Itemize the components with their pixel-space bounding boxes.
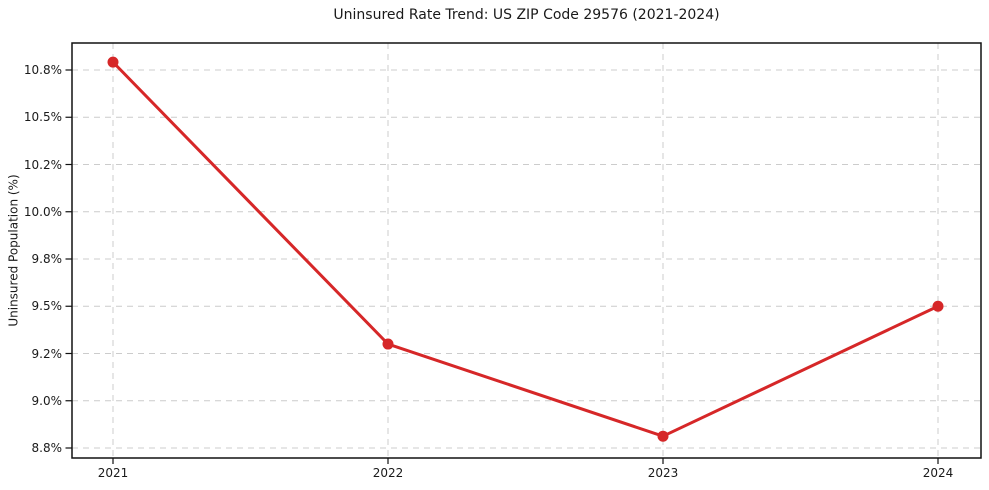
y-tick-label: 8.8% <box>31 441 63 455</box>
x-tick-label: 2021 <box>97 466 129 480</box>
chart-title: Uninsured Rate Trend: US ZIP Code 29576 … <box>333 7 720 23</box>
y-tick-label: 10.8% <box>23 63 62 77</box>
plot-border <box>71 42 982 459</box>
data-point-2024 <box>932 300 944 312</box>
data-point-2023 <box>657 430 669 442</box>
y-tick-label: 10.2% <box>23 157 62 172</box>
x-tick-label: 2022 <box>372 466 404 480</box>
y-tick-label: 9.2% <box>31 346 63 361</box>
trend-line <box>111 60 940 438</box>
plot-area <box>65 42 982 464</box>
y-tick-label: 10.0% <box>23 204 62 219</box>
y-tick-label: 9.8% <box>31 252 63 266</box>
data-point-2021 <box>107 56 119 68</box>
x-tick-label: 2024 <box>922 466 954 480</box>
y-tick-label: 9.0% <box>31 393 63 408</box>
line-chart-canvas <box>65 42 982 464</box>
x-axis-tick-labels: 2021 2022 2023 2024 <box>72 466 981 486</box>
data-point-2022 <box>382 338 394 350</box>
y-tick-label: 10.5% <box>23 110 62 125</box>
y-axis-tick-labels: 10.8% 10.5% 10.2% 10.0% 9.8% 9.5% 9.2% 9.0% 8.8% <box>0 43 62 458</box>
y-tick-label: 9.5% <box>31 299 63 314</box>
x-tick-label: 2023 <box>647 466 679 480</box>
